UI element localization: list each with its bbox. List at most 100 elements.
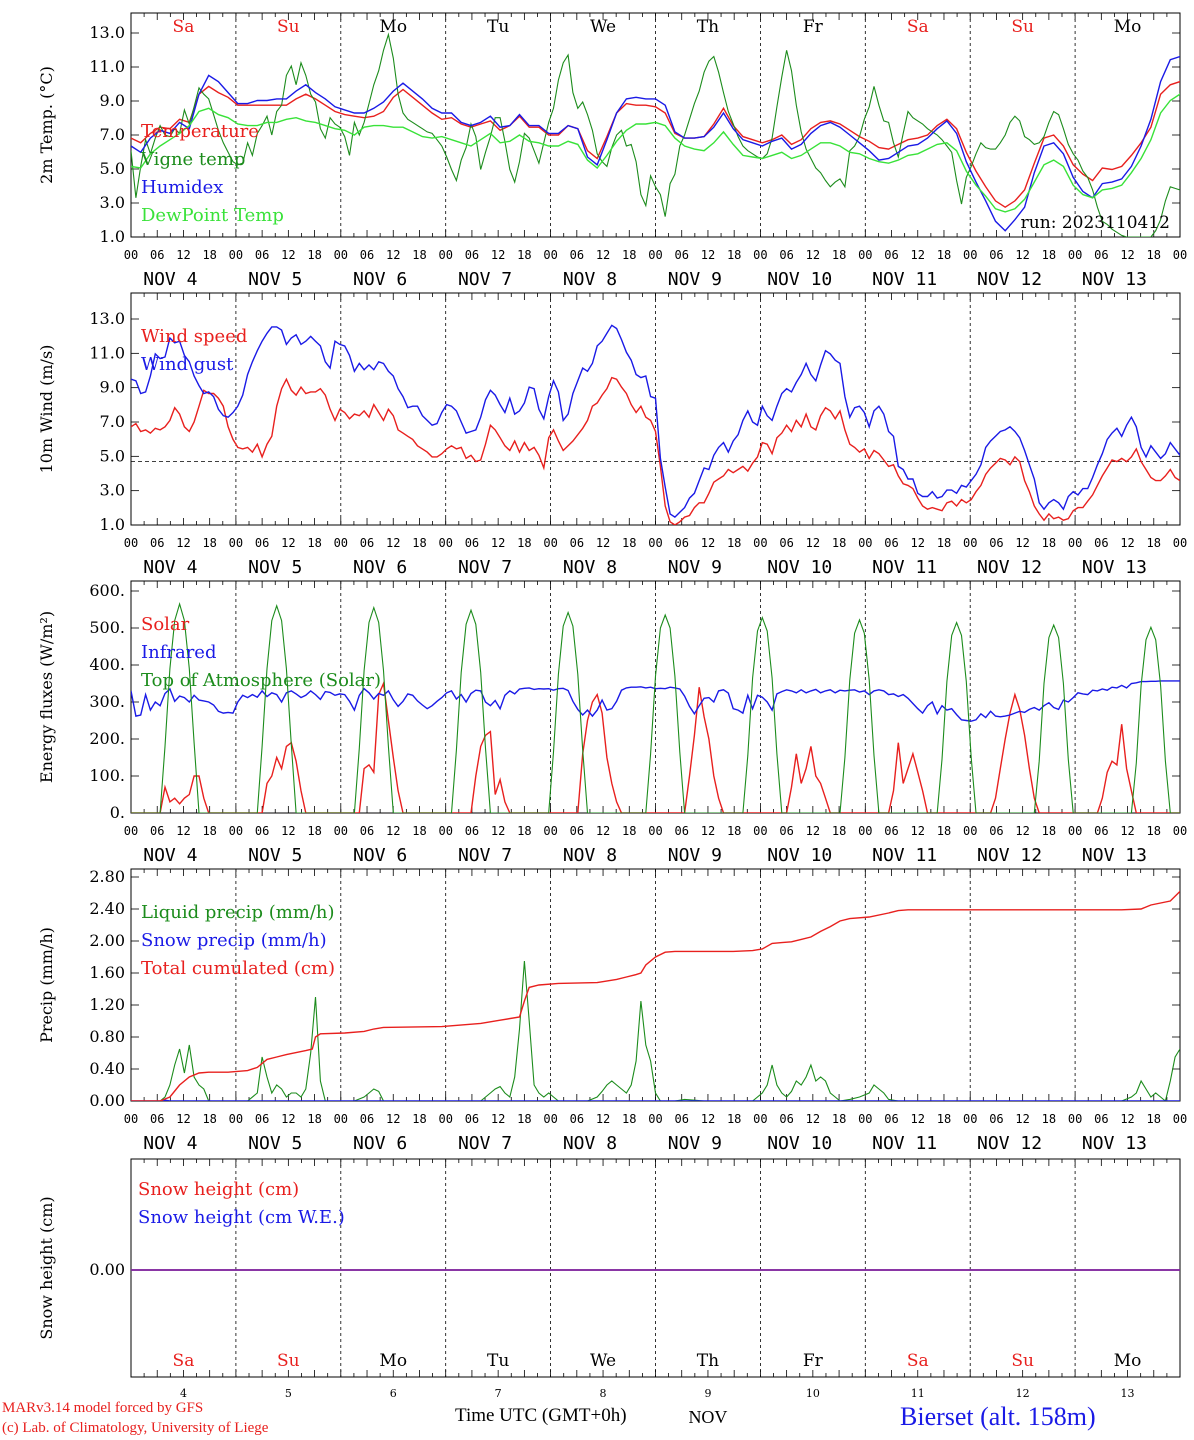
- hour-label: 00: [543, 536, 557, 550]
- month-label: NOV: [688, 1407, 727, 1427]
- weekday-letter: Su: [1011, 17, 1034, 37]
- time-axis-label: Time UTC (GMT+0h): [455, 1405, 627, 1426]
- hour-label: 18: [937, 824, 951, 838]
- y-tick-label: 9.0: [100, 378, 125, 397]
- hour-label: 00: [753, 824, 767, 838]
- hour-label: 06: [465, 824, 479, 838]
- hour-label: 18: [202, 824, 216, 838]
- hour-label: 06: [989, 248, 1003, 262]
- y-tick-label: 11.0: [89, 57, 125, 76]
- date-label: NOV 8: [563, 269, 617, 290]
- date-label: NOV 4: [143, 845, 197, 866]
- hour-label: 00: [543, 248, 557, 262]
- y-tick-label: 100.: [89, 766, 125, 785]
- y-tick-label: 0.80: [89, 1027, 125, 1046]
- hour-label: 12: [701, 1112, 715, 1126]
- hour-label: 12: [1120, 824, 1134, 838]
- hour-label: 18: [937, 1112, 951, 1126]
- legend-entry: Infrared: [141, 642, 216, 663]
- y-tick-label: 9.0: [100, 91, 125, 110]
- date-label: NOV 9: [668, 557, 722, 578]
- precip-series-total-cumulated-cm-: [131, 890, 1180, 1101]
- date-label: NOV 9: [668, 845, 722, 866]
- y-tick-label: 0.00: [89, 1091, 125, 1110]
- legend-entry: Vigne temp: [140, 149, 245, 170]
- date-label: NOV 7: [458, 557, 512, 578]
- legend-entry: Snow precip (mm/h): [141, 930, 327, 951]
- legend-entry: DewPoint Temp: [141, 205, 284, 226]
- legend-entry: Temperature: [141, 121, 259, 142]
- date-label: NOV 8: [563, 845, 617, 866]
- hour-label: 12: [1120, 1112, 1134, 1126]
- hour-label: 06: [674, 536, 688, 550]
- date-label: NOV 10: [767, 845, 832, 866]
- date-label: NOV 8: [563, 557, 617, 578]
- hour-label: 18: [937, 248, 951, 262]
- hour-label: 06: [779, 536, 793, 550]
- run-label: run: 2023110412: [1021, 213, 1170, 233]
- hour-label: 12: [281, 536, 295, 550]
- hour-label: 12: [491, 248, 505, 262]
- hour-label: 18: [517, 1112, 531, 1126]
- hour-label: 00: [858, 536, 872, 550]
- date-label: NOV 5: [248, 557, 302, 578]
- day-number: 9: [704, 1387, 711, 1400]
- hour-label: 00: [753, 248, 767, 262]
- date-label: NOV 5: [248, 845, 302, 866]
- hour-label: 18: [412, 248, 426, 262]
- hour-label: 18: [832, 536, 846, 550]
- weekday-letter: Sa: [907, 1351, 929, 1371]
- hour-label: 12: [386, 824, 400, 838]
- day-number: 6: [390, 1387, 397, 1400]
- hour-label: 12: [911, 1112, 925, 1126]
- date-label: NOV 11: [872, 557, 937, 578]
- day-number: 13: [1121, 1387, 1135, 1400]
- hour-label: 18: [727, 248, 741, 262]
- hour-label: 06: [884, 1112, 898, 1126]
- y-tick-label: 600.: [89, 581, 125, 600]
- hour-label: 06: [1094, 1112, 1108, 1126]
- hour-label: 12: [596, 248, 610, 262]
- y-tick-label: 13.0: [89, 23, 125, 42]
- weekday-letter: Sa: [907, 17, 929, 37]
- date-label: NOV 13: [1082, 1133, 1147, 1154]
- weekday-letter: Sa: [173, 17, 195, 37]
- hour-label: 18: [307, 824, 321, 838]
- hour-label: 06: [1094, 248, 1108, 262]
- hour-label: 06: [570, 248, 584, 262]
- hour-label: 18: [307, 248, 321, 262]
- hour-label: 00: [963, 536, 977, 550]
- hour-label: 06: [989, 1112, 1003, 1126]
- day-number: 4: [180, 1387, 187, 1400]
- hour-label: 18: [1042, 248, 1056, 262]
- hour-label: 12: [596, 536, 610, 550]
- precip-series-snow-precip-mm-h-: [131, 1099, 1180, 1101]
- hour-label: 06: [674, 824, 688, 838]
- weekday-letter: Tu: [487, 1351, 509, 1371]
- hour-label: 18: [1147, 248, 1161, 262]
- temperature-ylabel: 2m Temp. (°C): [37, 66, 56, 184]
- hour-label: 12: [1120, 536, 1134, 550]
- date-label: NOV 8: [563, 1133, 617, 1154]
- hour-label: 18: [412, 1112, 426, 1126]
- hour-label: 12: [701, 536, 715, 550]
- y-tick-label: 2.80: [89, 867, 125, 886]
- hour-label: 06: [150, 824, 164, 838]
- hour-label: 12: [911, 248, 925, 262]
- hour-label: 18: [202, 1112, 216, 1126]
- hour-label: 06: [779, 824, 793, 838]
- hour-label: 00: [1068, 248, 1082, 262]
- hour-label: 18: [412, 536, 426, 550]
- hour-label: 12: [491, 536, 505, 550]
- hour-label: 00: [334, 536, 348, 550]
- hour-label: 12: [911, 536, 925, 550]
- weekday-letter: Mo: [1114, 1351, 1142, 1371]
- hour-label: 18: [622, 1112, 636, 1126]
- hour-label: 00: [229, 248, 243, 262]
- hour-label: 00: [124, 1112, 138, 1126]
- weekday-letter: We: [590, 17, 616, 37]
- hour-label: 12: [281, 1112, 295, 1126]
- hour-label: 12: [176, 248, 190, 262]
- hour-label: 00: [753, 536, 767, 550]
